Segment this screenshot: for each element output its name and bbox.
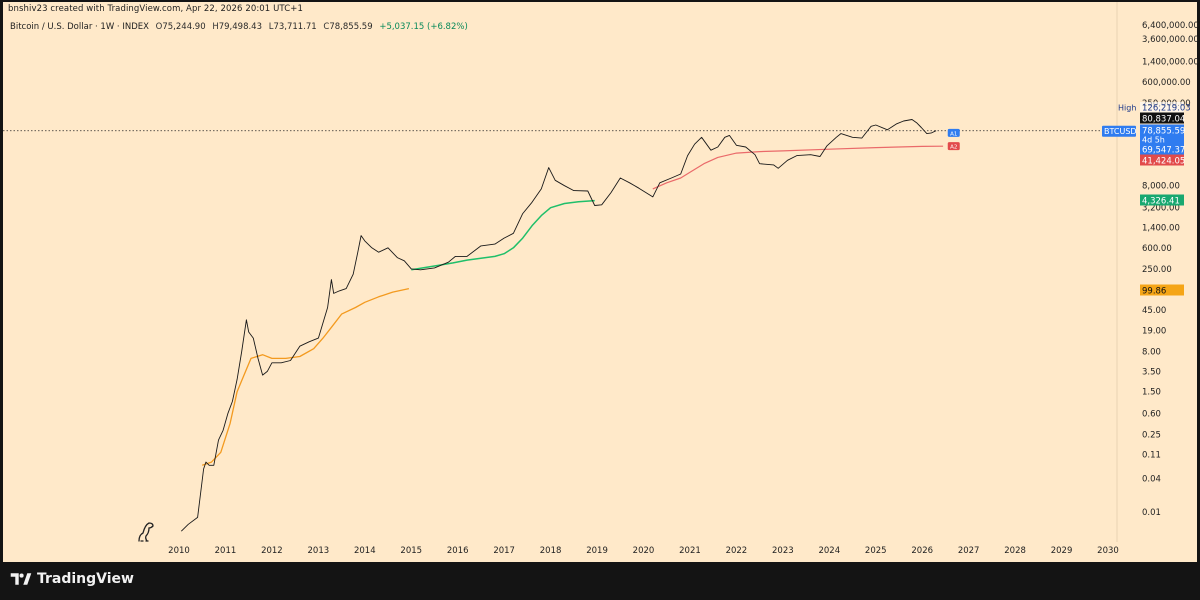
- y-tick-label: 1,400,000.00: [1142, 58, 1199, 68]
- price-chart[interactable]: 2010 2011 2012 2013 2014 2015 2016 2017 2018 2019…: [0, 0, 1200, 562]
- y-tick-label: 1.50: [1142, 388, 1161, 398]
- ma-orange-line: [201, 287, 410, 466]
- symbol-legend: Bitcoin / U.S. Dollar · 1W · INDEX O75,2…: [10, 22, 468, 32]
- y-tick-label: 250.00: [1142, 265, 1172, 275]
- tradingview-brand: TradingView: [37, 571, 134, 587]
- price-label-orange-value: 99.86: [1142, 287, 1166, 297]
- dino-icon: [138, 522, 154, 542]
- tradingview-logo-icon: [10, 573, 32, 585]
- price-label-dark-bg: [1140, 112, 1184, 124]
- price-label-green-value: 4,326.41: [1142, 197, 1180, 207]
- x-tick-label-2012: 2012: [261, 546, 283, 556]
- y-tick-label: 1,400.00: [1142, 224, 1180, 234]
- change-value: +5,037.15 (+6.82%): [379, 22, 468, 32]
- price-label-green-bg: [1140, 194, 1184, 206]
- symbol-title: Bitcoin / U.S. Dollar · 1W · INDEX: [10, 22, 149, 32]
- x-tick-label-2025: 2025: [865, 546, 887, 556]
- y-tick-label: 0.04: [1142, 475, 1161, 485]
- price-label-dark-value: 80,837.04: [1142, 115, 1185, 125]
- high-value: 79,498.43: [218, 22, 262, 32]
- price-label-blue-value: 69,547.37: [1142, 146, 1185, 156]
- close-label: C: [323, 22, 330, 32]
- symbol-tag: BTCUSD: [1104, 127, 1137, 136]
- y-tick-label: 3.50: [1142, 367, 1161, 377]
- price-label-high-value: 126,219.03: [1142, 104, 1191, 114]
- chart-credit: bnshiv23 created with TradingView.com, A…: [8, 4, 303, 14]
- y-tick-label: 0.60: [1142, 410, 1161, 420]
- x-tick-label-2019: 2019: [586, 546, 608, 556]
- y-tick-label: 600,000.00: [1142, 78, 1191, 88]
- high-label: H: [212, 22, 219, 32]
- x-tick-label-2015: 2015: [400, 546, 422, 556]
- x-tick-label-2014: 2014: [354, 546, 376, 556]
- x-tick-label-2023: 2023: [772, 546, 794, 556]
- x-tick-label-2016: 2016: [447, 546, 469, 556]
- price-label-blue-bg: [1140, 143, 1184, 155]
- x-tick-label-2011: 2011: [215, 546, 237, 556]
- x-tick-label-2028: 2028: [1004, 546, 1026, 556]
- y-tick-label: 45.00: [1142, 306, 1166, 316]
- y-tick-label: 600.00: [1142, 244, 1172, 254]
- alert-badge-bg: [947, 142, 960, 151]
- open-label: O: [155, 22, 163, 32]
- x-tick-label-2018: 2018: [540, 546, 562, 556]
- price-label-high-text: High: [1118, 104, 1136, 113]
- y-tick-label: 0.01: [1142, 508, 1161, 518]
- y-tick-label: 19.00: [1142, 327, 1166, 337]
- y-tick-label: 8,000.00: [1142, 182, 1180, 192]
- x-tick-label-2010: 2010: [168, 546, 190, 556]
- price-label-blue-value: 78,855.59: [1142, 127, 1185, 137]
- x-tick-label-2013: 2013: [308, 546, 330, 556]
- y-tick-label: 8.00: [1142, 348, 1161, 358]
- low-value: 73,711.71: [273, 22, 317, 32]
- x-tick-label-2022: 2022: [726, 546, 748, 556]
- x-tick-label-2024: 2024: [818, 546, 840, 556]
- price-line: [180, 119, 937, 532]
- close-value: 78,855.59: [329, 22, 373, 32]
- x-tick-label-2017: 2017: [493, 546, 515, 556]
- ma-red-line: [652, 145, 944, 190]
- alert-badge-A2: A2: [950, 145, 957, 151]
- symbol-tag-bg: [1102, 125, 1136, 137]
- x-tick-label-2029: 2029: [1051, 546, 1073, 556]
- x-tick-label-2026: 2026: [911, 546, 933, 556]
- price-label-blue-bg: [1140, 124, 1184, 145]
- price-label-red-value: 41,424.05: [1142, 157, 1185, 167]
- price-label-red-bg: [1140, 154, 1184, 166]
- x-tick-label-2027: 2027: [958, 546, 980, 556]
- plot-background: [3, 2, 1197, 562]
- tradingview-logo[interactable]: TradingView: [10, 571, 134, 587]
- low-label: L: [268, 22, 274, 32]
- y-tick-label: 0.25: [1142, 431, 1161, 441]
- alert-badge-bg: [947, 128, 960, 137]
- x-tick-label-2030: 2030: [1097, 546, 1119, 556]
- footer-bar: [0, 562, 1200, 600]
- alert-badge-A1: A1: [950, 131, 957, 137]
- x-tick-label-2020: 2020: [633, 546, 655, 556]
- y-tick-label: 3,200.00: [1142, 204, 1180, 214]
- price-label-orange-bg: [1140, 284, 1184, 296]
- x-tick-label-2021: 2021: [679, 546, 701, 556]
- price-label-high-bg: [1140, 102, 1184, 113]
- open-value: 75,244.90: [162, 22, 206, 32]
- price-label-countdown: 4d 5h: [1142, 136, 1165, 145]
- y-tick-label: 3,600,000.00: [1142, 35, 1199, 45]
- y-tick-label: 6,400,000.00: [1142, 21, 1199, 31]
- y-tick-label: 0.11: [1142, 450, 1161, 460]
- ma-green-line: [411, 199, 595, 271]
